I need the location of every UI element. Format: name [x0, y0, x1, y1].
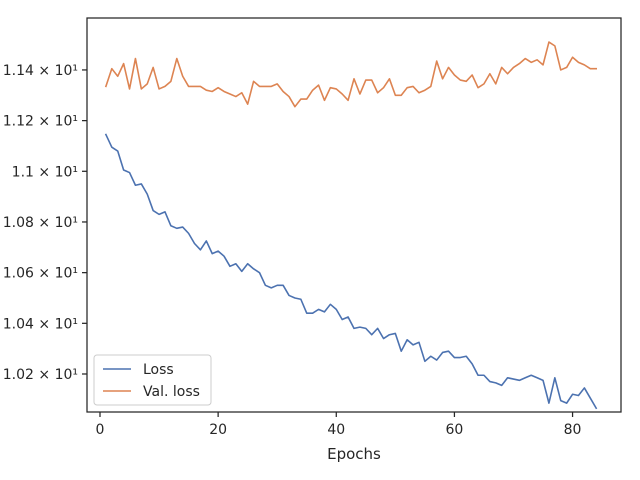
plot-frame — [86, 17, 622, 413]
legend: Loss Val. loss — [93, 354, 212, 406]
x-tick-label: 20 — [209, 422, 227, 438]
y-axis: 1.02 × 10¹ 1.04 × 10¹ 1.06 × 10¹ 1.08 × 10¹… — [3, 63, 87, 383]
legend-label-val-loss: Val. loss — [143, 384, 200, 400]
series-layer — [104, 41, 598, 410]
y-tick-label: 1.14 × 10¹ — [3, 63, 78, 79]
y-tick-label: 1.02 × 10¹ — [3, 367, 78, 383]
x-tick-label: 60 — [446, 422, 464, 438]
x-tick-label: 0 — [96, 422, 105, 438]
series-line-loss — [104, 133, 598, 410]
y-tick-label: 1.12 × 10¹ — [3, 114, 78, 130]
y-tick-label: 1.08 × 10¹ — [3, 215, 78, 231]
y-tick-label: 1.1 × 10¹ — [12, 164, 78, 180]
series-line-val-loss — [104, 41, 597, 108]
plot-area — [87, 18, 621, 412]
legend-box — [93, 354, 212, 406]
y-tick-label: 1.06 × 10¹ — [3, 266, 78, 282]
legend-label-loss: Loss — [143, 362, 174, 378]
x-axis-label: Epochs — [327, 445, 381, 463]
x-tick-label: 80 — [564, 422, 582, 438]
y-tick-label: 1.04 × 10¹ — [3, 316, 78, 332]
x-axis: 0 20 40 60 80 — [96, 412, 582, 438]
x-tick-label: 40 — [327, 422, 345, 438]
